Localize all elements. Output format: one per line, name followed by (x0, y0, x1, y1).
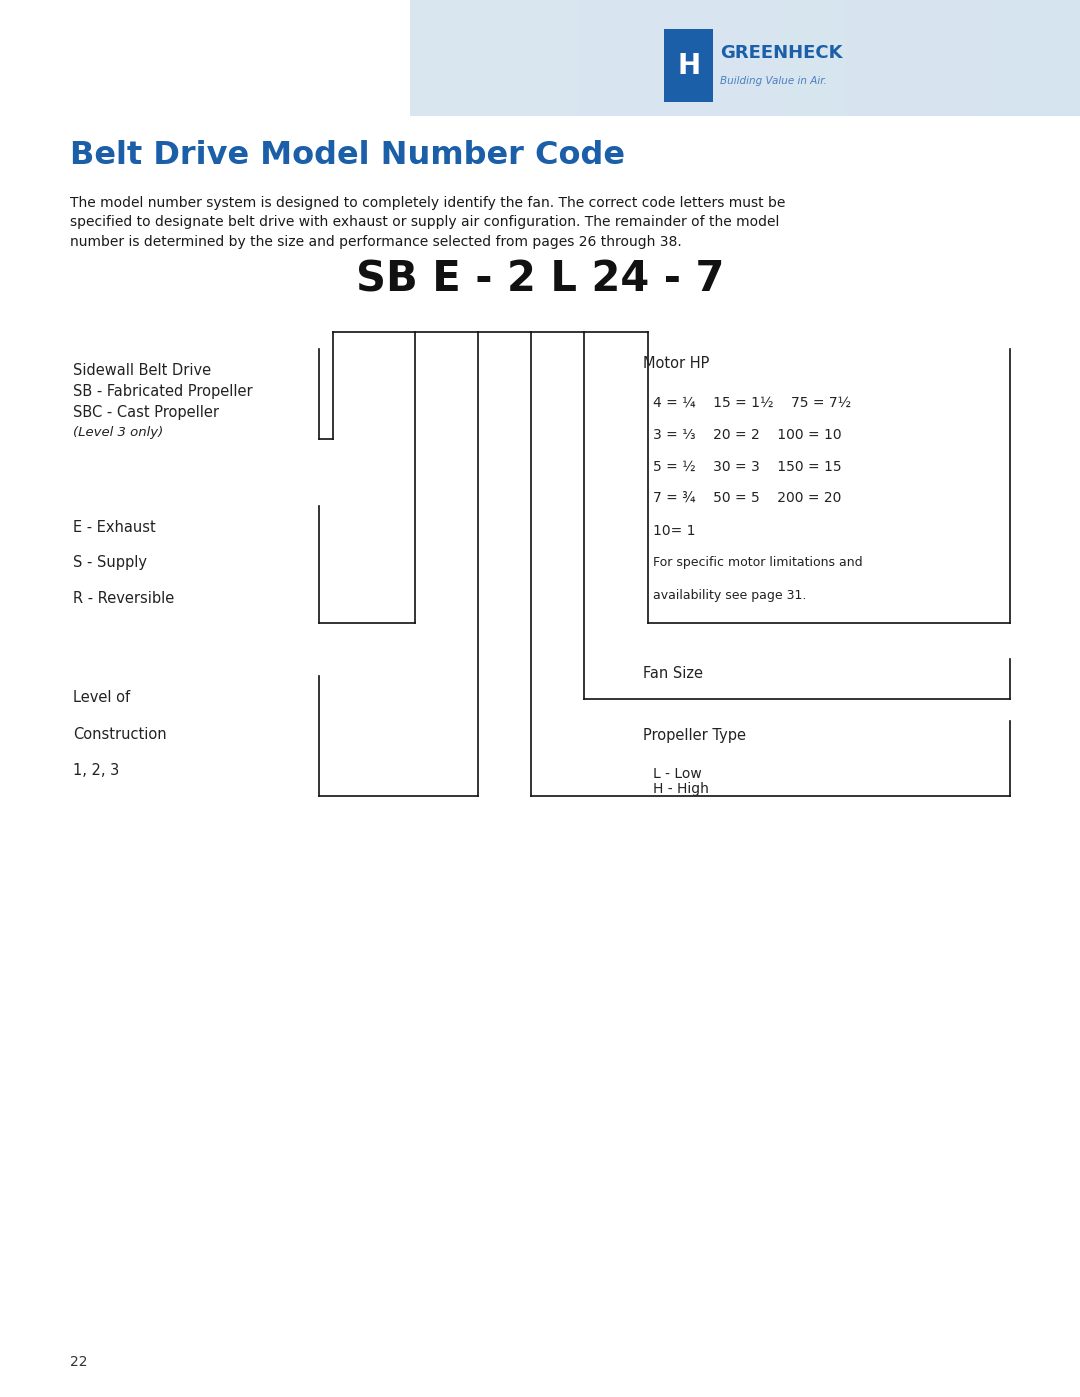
Text: 4 = ¼    15 = 1½    75 = 7½: 4 = ¼ 15 = 1½ 75 = 7½ (653, 395, 851, 409)
Bar (678, 0, 712, 116)
Text: 10= 1: 10= 1 (653, 524, 696, 538)
Text: For specific motor limitations and: For specific motor limitations and (653, 556, 863, 570)
Bar (779, 0, 812, 116)
Text: 1, 2, 3: 1, 2, 3 (73, 763, 120, 778)
Bar (946, 0, 980, 116)
Text: availability see page 31.: availability see page 31. (653, 588, 807, 602)
Bar (1013, 0, 1047, 116)
Text: GREENHECK: GREENHECK (720, 45, 842, 61)
Text: E - Exhaust: E - Exhaust (73, 520, 157, 535)
Text: SB E - 2 L 24 - 7: SB E - 2 L 24 - 7 (355, 258, 725, 300)
Text: L - Low: L - Low (653, 767, 702, 781)
Text: Propeller Type: Propeller Type (643, 728, 745, 743)
Text: number is determined by the size and performance selected from pages 26 through : number is determined by the size and per… (70, 235, 681, 249)
Text: Level of: Level of (73, 690, 131, 705)
Bar (980, 0, 1013, 116)
Bar (846, 0, 879, 116)
Bar (410, 0, 444, 116)
Text: H - High: H - High (653, 782, 710, 796)
Text: The model number system is designed to completely identify the fan. The correct : The model number system is designed to c… (70, 196, 785, 210)
Text: Belt Drive Model Number Code: Belt Drive Model Number Code (70, 140, 625, 170)
Text: (Level 3 only): (Level 3 only) (73, 426, 164, 439)
Text: specified to designate belt drive with exhaust or supply air configuration. The : specified to designate belt drive with e… (70, 215, 780, 229)
Bar (812, 0, 846, 116)
Bar (645, 0, 678, 116)
Text: Sidewall Belt Drive: Sidewall Belt Drive (73, 363, 212, 379)
Text: SBC - Cast Propeller: SBC - Cast Propeller (73, 405, 219, 420)
Text: 3 = ⅓    20 = 2    100 = 10: 3 = ⅓ 20 = 2 100 = 10 (653, 427, 842, 441)
Bar (1047, 0, 1080, 116)
Text: SB - Fabricated Propeller: SB - Fabricated Propeller (73, 384, 253, 400)
Bar (511, 0, 544, 116)
Text: R - Reversible: R - Reversible (73, 591, 175, 606)
Text: Motor HP: Motor HP (643, 356, 708, 372)
Bar (477, 0, 511, 116)
Bar (578, 0, 611, 116)
Text: 22: 22 (70, 1355, 87, 1369)
Text: 5 = ½    30 = 3    150 = 15: 5 = ½ 30 = 3 150 = 15 (653, 460, 842, 474)
Bar (712, 0, 745, 116)
Text: H: H (677, 52, 701, 80)
Bar (410, 0, 1080, 116)
Text: Fan Size: Fan Size (643, 666, 703, 682)
Bar (745, 0, 779, 116)
Bar (664, 29, 713, 102)
Text: Building Value in Air.: Building Value in Air. (720, 75, 827, 87)
Text: 7 = ¾    50 = 5    200 = 20: 7 = ¾ 50 = 5 200 = 20 (653, 492, 841, 506)
Bar (544, 0, 578, 116)
Bar (444, 0, 477, 116)
Bar (611, 0, 645, 116)
Text: Construction: Construction (73, 726, 167, 742)
Bar (879, 0, 913, 116)
Bar (913, 0, 946, 116)
Text: S - Supply: S - Supply (73, 555, 148, 570)
